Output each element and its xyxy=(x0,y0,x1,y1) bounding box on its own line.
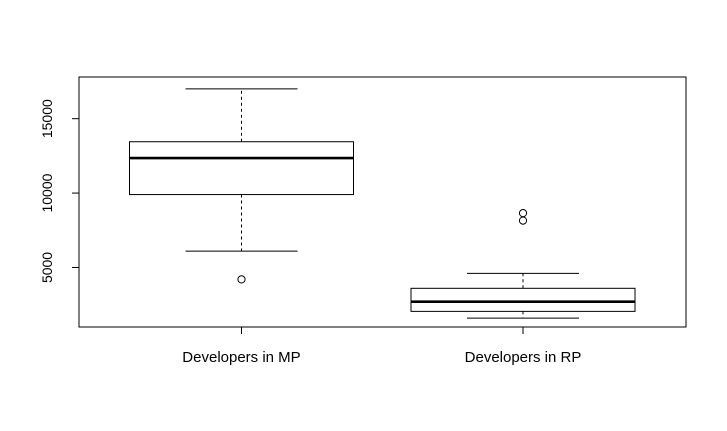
y-tick-label-15000: 15000 xyxy=(39,99,55,138)
plot-layer xyxy=(129,88,636,319)
box-group-1 xyxy=(129,88,354,284)
x-category-label-1: Developers in MP xyxy=(182,349,300,366)
y-tick-label-5000: 5000 xyxy=(39,252,55,283)
box-2 xyxy=(410,287,636,312)
box-1 xyxy=(129,141,354,196)
box-group-2 xyxy=(410,209,636,319)
outlier-1-1 xyxy=(237,275,246,284)
y-tick-label-10000: 10000 xyxy=(39,173,55,212)
x-category-label-2: Developers in RP xyxy=(465,349,582,366)
plot-frame xyxy=(78,76,687,328)
outlier-2-2 xyxy=(518,209,528,218)
axis-layer: 5000 10000 15000 Developers in MP Developers… xyxy=(39,76,687,366)
